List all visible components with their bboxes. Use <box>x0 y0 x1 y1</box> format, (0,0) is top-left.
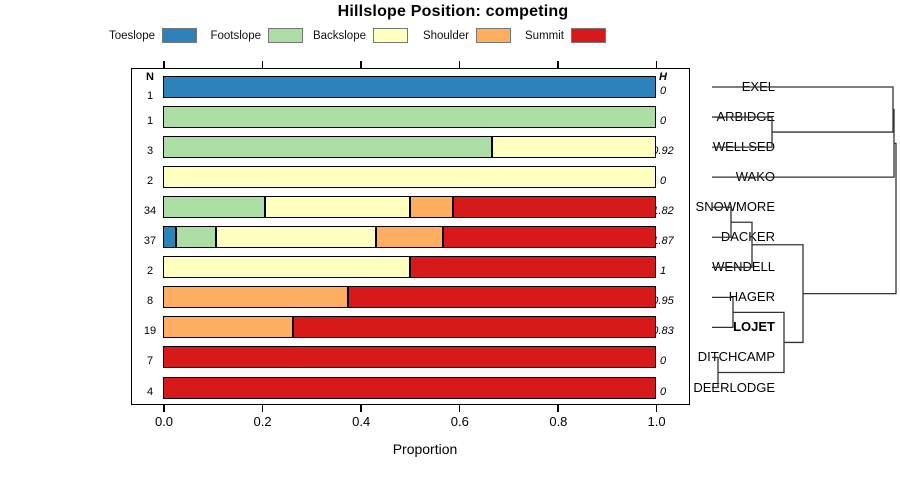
h-value: 0 <box>659 115 667 128</box>
h-value: 0 <box>659 385 667 398</box>
x-tick-label: 0.0 <box>154 414 174 429</box>
legend-swatch-toeslope <box>162 28 197 43</box>
bottom-tick <box>655 405 658 412</box>
stacked-bar-wendell <box>163 256 656 279</box>
bottom-tick <box>163 405 165 412</box>
h-value: 0.92 <box>652 145 674 158</box>
n-value: 3 <box>146 145 154 158</box>
legend-label: Summit <box>525 30 564 42</box>
h-value: 0.95 <box>652 295 674 308</box>
bar-segment-backslope <box>492 136 656 159</box>
h-value: 0 <box>659 85 667 97</box>
top-tick <box>557 61 559 68</box>
bottom-tick <box>360 405 362 412</box>
n-value: 37 <box>143 235 157 248</box>
legend-label: Shoulder <box>422 30 469 42</box>
bar-segment-summit <box>443 226 656 249</box>
stacked-bar-deerlodge <box>163 376 656 399</box>
h-value: 0 <box>659 355 667 368</box>
dendrogram-lines <box>712 86 897 389</box>
legend-label: Toeslope <box>108 30 155 42</box>
row-label-dacker: DACKER <box>720 229 775 245</box>
bar-segment-summit <box>410 256 656 279</box>
x-tick-label: 1.0 <box>647 414 666 429</box>
bar-segment-shoulder <box>376 226 443 249</box>
bar-segment-backslope <box>265 196 410 219</box>
bar-segment-summit <box>348 286 656 309</box>
legend-swatch-shoulder <box>476 28 511 43</box>
x-tick-label: 0.6 <box>450 414 469 429</box>
legend-label: Footslope <box>210 30 261 42</box>
n-value: 1 <box>146 115 154 128</box>
n-column-header: N <box>146 71 154 83</box>
top-tick <box>655 61 658 68</box>
n-value: 4 <box>146 385 154 398</box>
bottom-tick <box>557 405 559 412</box>
chart-title: Hillslope Position: competing <box>337 3 569 20</box>
bar-segment-shoulder <box>163 286 348 309</box>
top-tick <box>261 61 264 68</box>
bar-segment-toeslope <box>163 226 176 249</box>
top-tick <box>458 61 461 68</box>
stacked-bar-wellsed <box>163 136 656 159</box>
stacked-bar-wako <box>163 166 656 189</box>
stacked-bar-hager <box>163 286 656 309</box>
bar-segment-summit <box>163 376 656 399</box>
h-value: 0.83 <box>652 325 674 338</box>
n-value: 1 <box>146 90 154 102</box>
x-tick-label: 0.4 <box>352 414 371 429</box>
n-value: 8 <box>146 295 154 308</box>
h-value: 1 <box>659 265 667 278</box>
h-column-header: H <box>659 71 667 83</box>
n-value: 7 <box>146 355 154 368</box>
n-value: 34 <box>143 205 157 218</box>
n-value: 19 <box>143 325 157 338</box>
legend-swatch-summit <box>571 28 606 43</box>
stacked-bar-arbidge <box>163 106 656 129</box>
h-value: 1.87 <box>652 235 674 248</box>
row-label-hager: HAGER <box>728 289 775 305</box>
stacked-bar-dacker <box>163 226 656 249</box>
n-value: 2 <box>146 265 154 278</box>
bar-segment-footslope <box>176 226 216 249</box>
stacked-bar-snowmore <box>163 196 656 219</box>
bottom-tick <box>458 405 461 412</box>
row-label-deerlodge: DEERLODGE <box>693 379 775 395</box>
top-tick <box>163 61 165 68</box>
row-label-lojet: LOJET <box>733 319 775 335</box>
bottom-tick <box>261 405 264 412</box>
x-tick-label: 0.2 <box>253 414 272 429</box>
legend-swatch-backslope <box>373 28 408 43</box>
n-value: 2 <box>146 175 154 188</box>
stacked-bar-exel <box>163 76 656 98</box>
bar-segment-footslope <box>163 106 656 129</box>
bar-segment-backslope <box>163 166 656 189</box>
row-label-snowmore: SNOWMORE <box>695 199 775 215</box>
bar-segment-backslope <box>216 226 376 249</box>
bar-segment-footslope <box>163 196 265 219</box>
h-value: 1.82 <box>652 205 674 218</box>
top-tick <box>360 61 362 68</box>
legend-swatch-footslope <box>268 28 303 43</box>
stacked-bar-lojet <box>163 316 656 339</box>
stacked-bar-ditchcamp <box>163 346 656 369</box>
bar-segment-summit <box>453 196 656 219</box>
bar-segment-shoulder <box>410 196 453 219</box>
plot-frame <box>131 68 690 405</box>
row-label-ditchcamp: DITCHCAMP <box>697 349 775 365</box>
bar-segment-toeslope <box>163 76 656 98</box>
x-axis-title: Proportion <box>392 441 458 457</box>
bar-segment-summit <box>163 346 656 369</box>
bar-segment-summit <box>293 316 656 339</box>
x-tick-label: 0.8 <box>549 414 568 429</box>
h-value: 0 <box>659 175 667 188</box>
bar-segment-backslope <box>163 256 410 279</box>
bar-segment-shoulder <box>163 316 293 339</box>
legend-label: Backslope <box>312 30 366 42</box>
bar-segment-footslope <box>163 136 492 159</box>
